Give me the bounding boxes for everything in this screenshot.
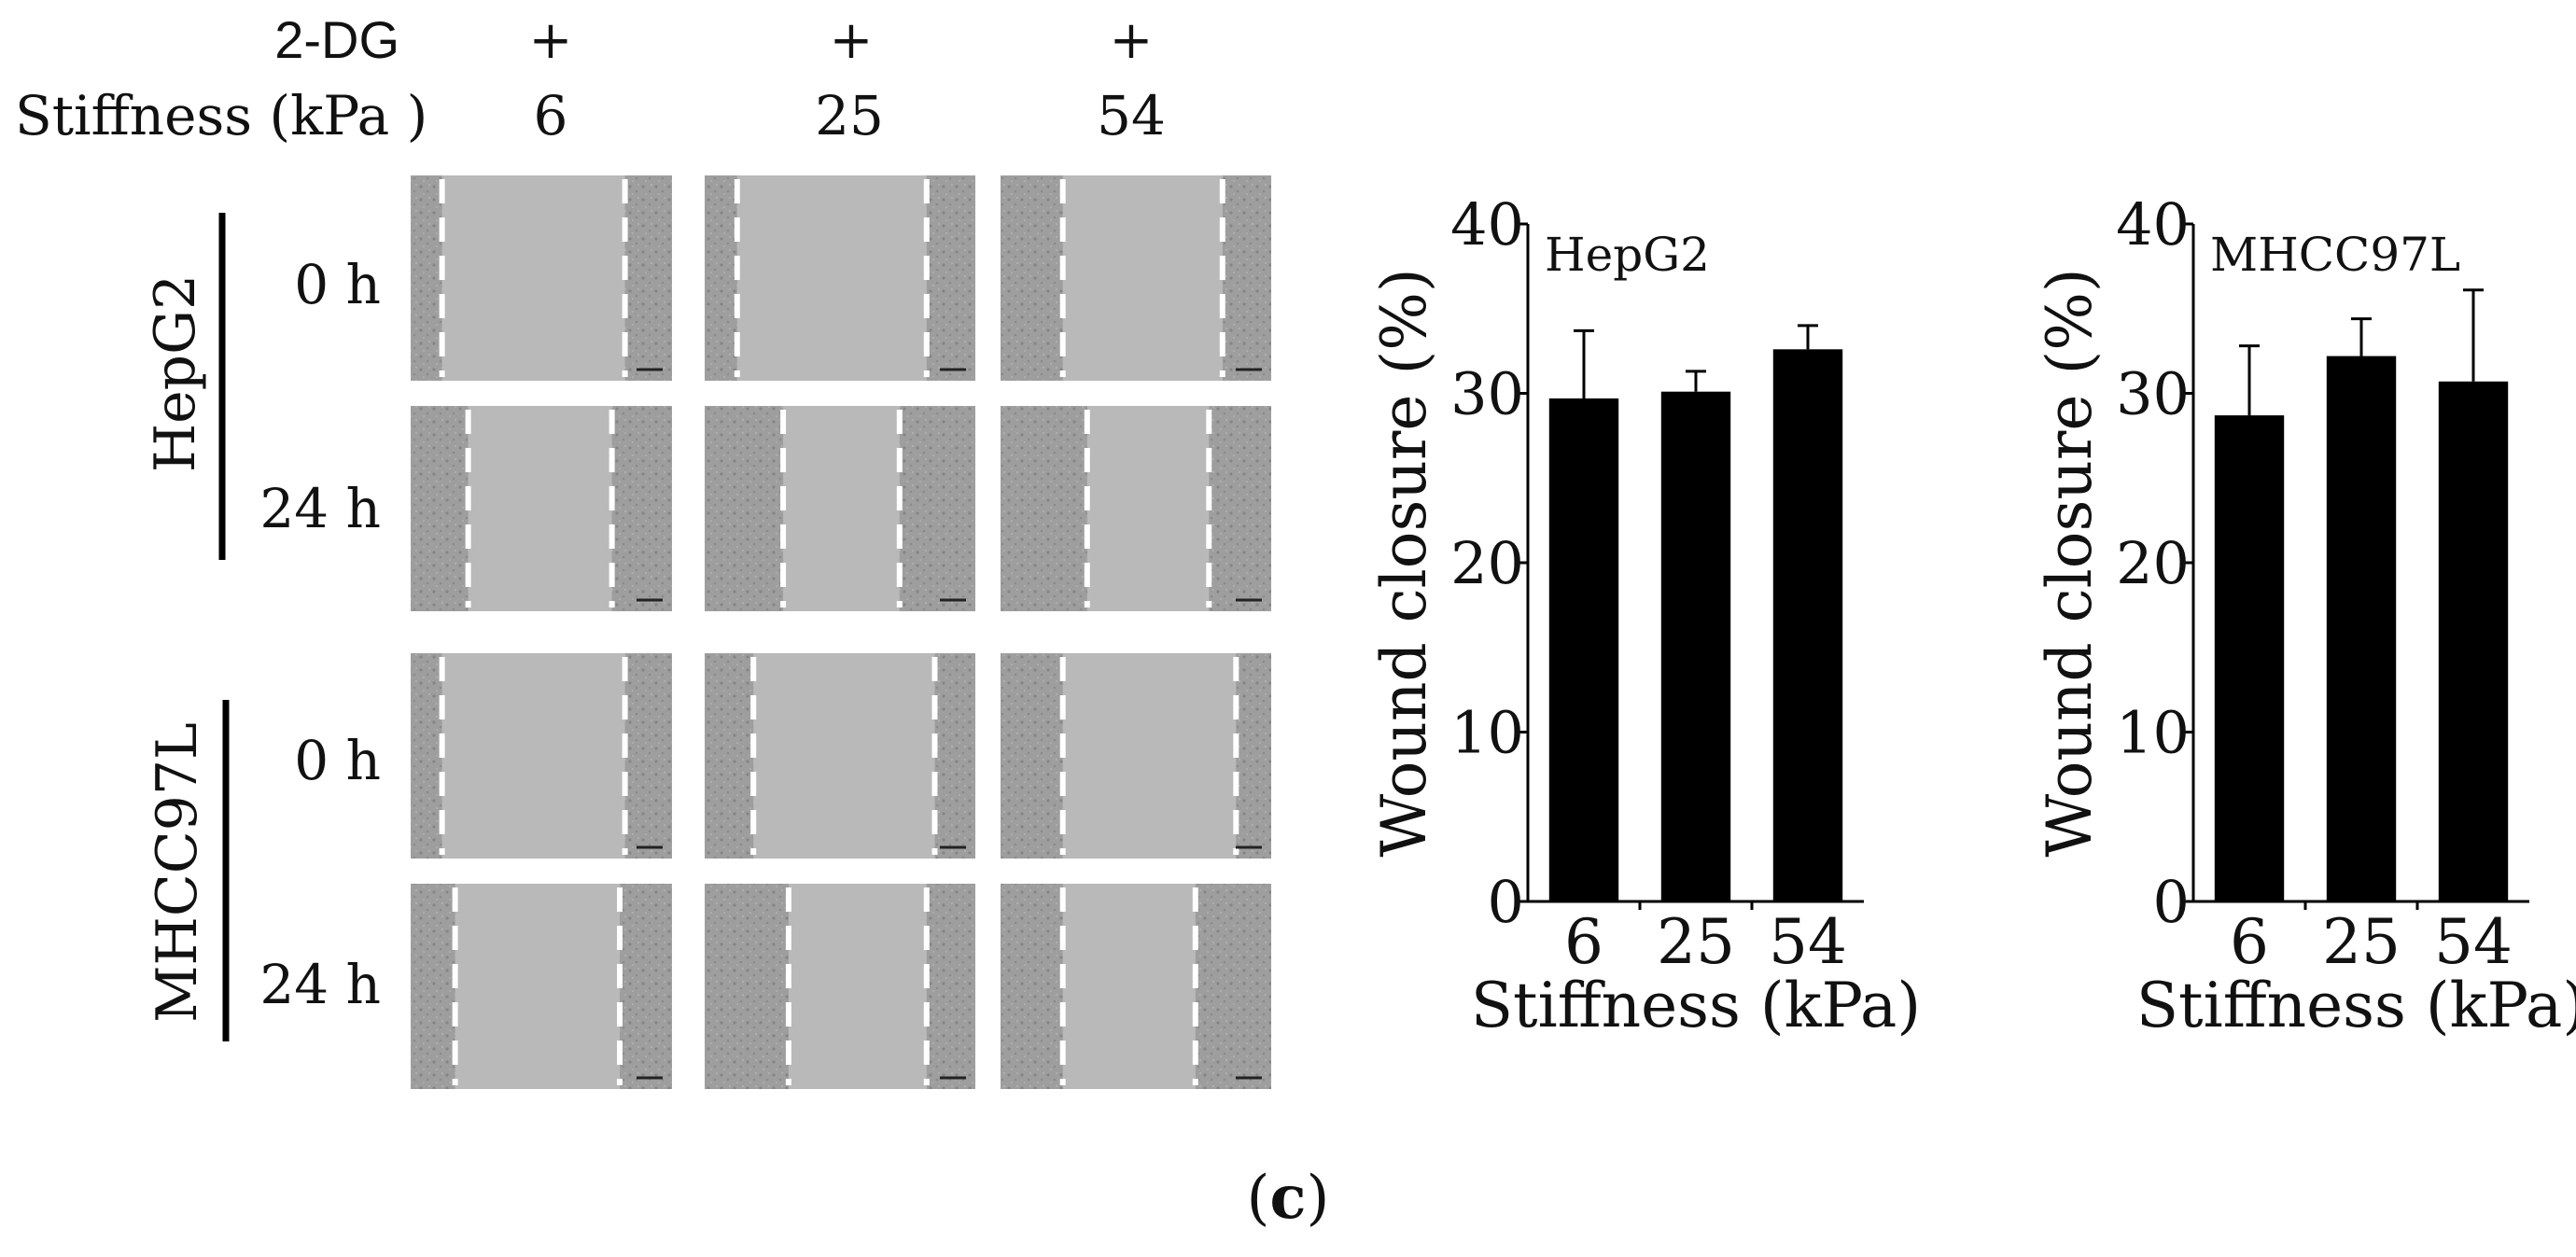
x-tick-label: 25 [1657, 906, 1735, 978]
micrograph-hepg2-0h-col3 [1001, 175, 1271, 381]
y-tick-label: 10 [1450, 699, 1524, 767]
treatment-label: 2-DG [274, 10, 399, 69]
hepg2-group-label: HepG2 [143, 274, 208, 472]
micrograph-mhcc97l-24h-col3 [1001, 884, 1271, 1089]
micrograph-mhcc97l-24h-col1 [411, 884, 672, 1089]
x-axis-label: Stiffness (kPa) [2136, 970, 2576, 1041]
y-tick-label: 30 [2116, 360, 2190, 428]
y-tick-label: 30 [1450, 360, 1524, 428]
x-tick-label: 54 [2434, 906, 2513, 978]
time-label-mhcc97l-0h: 0 h [294, 729, 381, 792]
chart-hepg2: 0 10 20 30 40 6 25 54 HepG2 Stiffness (kPa) Wound … [1368, 190, 1921, 1041]
bar-54kpa [1772, 349, 1843, 901]
time-label-mhcc97l-24h: 24 h [259, 953, 381, 1016]
bar-25kpa [2326, 356, 2397, 901]
micrograph-hepg2-0h-col1 [411, 175, 672, 381]
chart-title: HepG2 [1545, 228, 1710, 282]
y-tick-label: 20 [2116, 529, 2190, 597]
treatment-sign-6kpa: + [529, 10, 573, 71]
panel-label-close: ) [1306, 1164, 1329, 1233]
mhcc97l-group-label: MHCC97L [145, 722, 210, 1023]
time-label-hepg2-24h: 24 h [259, 477, 381, 540]
time-label-hepg2-0h: 0 h [294, 253, 381, 316]
bar-6kpa [1548, 398, 1619, 901]
treatment-sign-54kpa: + [1110, 10, 1154, 71]
micrograph-hepg2-0h-col2 [705, 175, 975, 381]
y-axis-label: Wound closure (%) [1368, 268, 1440, 857]
y-tick-label: 0 [1488, 868, 1524, 936]
group-label-mhcc97l: MHCC97L [145, 700, 230, 1041]
panel-label-letter: c [1270, 1163, 1307, 1233]
bar-25kpa [1660, 391, 1731, 901]
bar-54kpa [2438, 381, 2509, 901]
condition-header: 2-DG Stiffness (kPa ) + + + 6 25 54 [15, 10, 1166, 147]
micrograph-hepg2-24h-col1 [411, 406, 672, 611]
panel-label-open: ( [1247, 1164, 1270, 1233]
group-label-hepg2: HepG2 [143, 213, 226, 560]
chart-mhcc97l: 0 10 20 30 40 6 25 54 MHCC97L Stiffness (kPa) Woun… [2034, 190, 2576, 1041]
x-tick-label: 6 [1564, 906, 1603, 978]
micrograph-mhcc97l-24h-col2 [705, 884, 975, 1089]
micrograph-grid [411, 175, 1271, 1089]
stiffness-value-54kpa: 54 [1097, 84, 1166, 147]
micrograph-mhcc97l-0h-col3 [1001, 653, 1271, 859]
x-tick-label: 54 [1769, 906, 1847, 978]
x-tick-label: 25 [2322, 906, 2401, 978]
y-tick-label: 40 [1450, 190, 1524, 258]
y-tick-label: 10 [2116, 699, 2190, 767]
x-axis-label: Stiffness (kPa) [1471, 970, 1921, 1041]
micrograph-mhcc97l-0h-col2 [705, 653, 975, 859]
y-axis-label: Wound closure (%) [2034, 268, 2106, 857]
micrograph-hepg2-24h-col2 [705, 406, 975, 611]
x-tick-label: 6 [2230, 906, 2269, 978]
stiffness-value-6kpa: 6 [534, 84, 568, 147]
micrograph-mhcc97l-0h-col1 [411, 653, 672, 859]
micrograph-hepg2-24h-col3 [1001, 406, 1271, 611]
panel-label: (c) [1247, 1163, 1330, 1233]
stiffness-value-25kpa: 25 [815, 84, 884, 147]
y-tick-label: 40 [2116, 190, 2190, 258]
treatment-sign-25kpa: + [830, 10, 874, 71]
y-tick-label: 0 [2153, 868, 2190, 936]
time-labels: 0 h 24 h 0 h 24 h [259, 253, 381, 1016]
stiffness-label: Stiffness (kPa ) [15, 84, 427, 147]
bar-6kpa [2214, 415, 2285, 902]
y-tick-label: 20 [1450, 529, 1524, 597]
chart-title: MHCC97L [2210, 228, 2460, 282]
